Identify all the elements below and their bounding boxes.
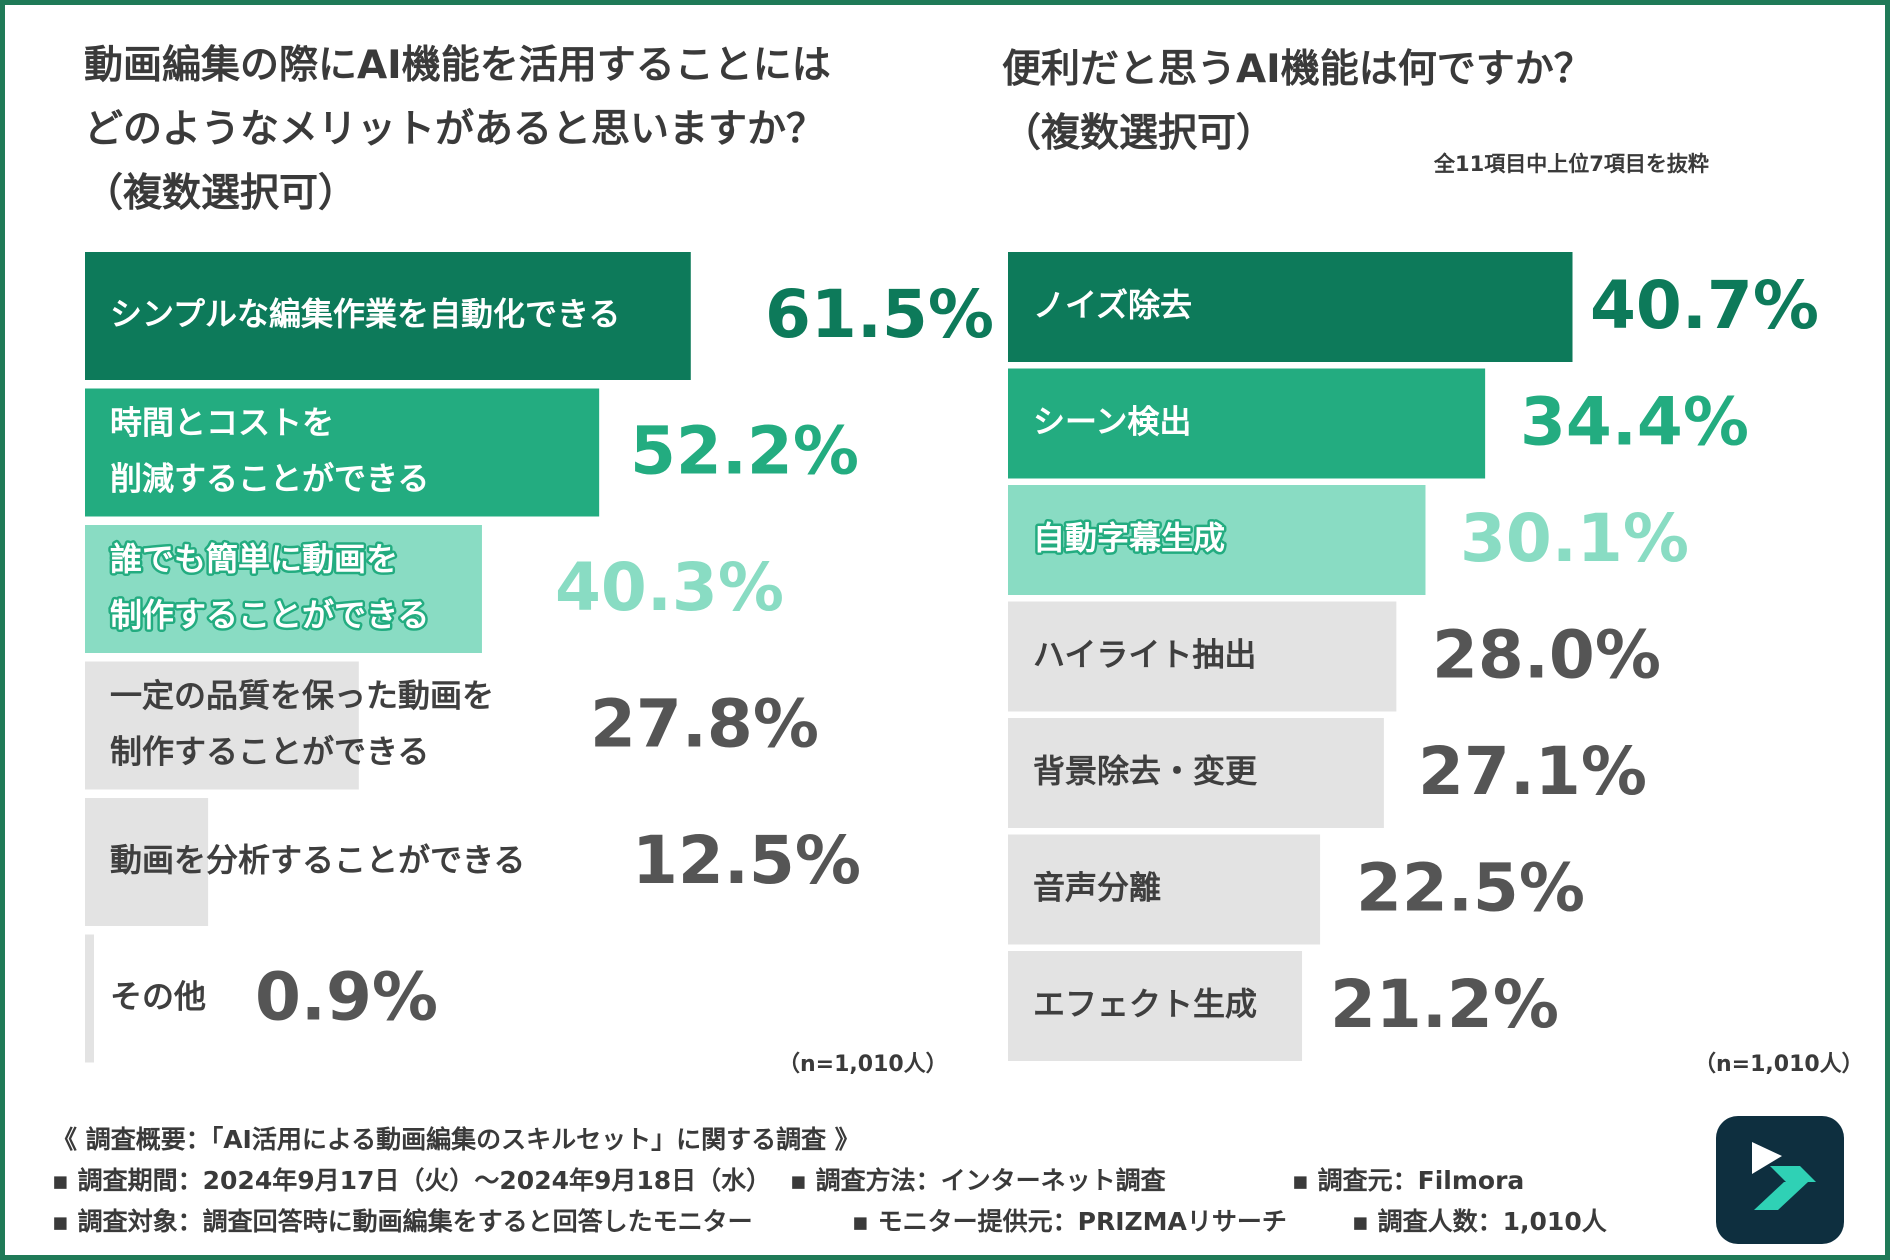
bar-category-label: シンプルな編集作業を自動化できる xyxy=(110,295,620,333)
bar xyxy=(85,661,359,790)
right-sample-note: （n=1,010人） xyxy=(1694,1052,1864,1077)
survey-source: ▪ 調査元：Filmora xyxy=(1292,1166,1525,1195)
bar-category-label: 動画を分析することができる xyxy=(110,841,525,879)
survey-count: ▪ 調査人数：1,010人 xyxy=(1352,1207,1607,1236)
bar-category-label: 削減することができる xyxy=(110,460,429,498)
right-title-line-2: （複数選択可） xyxy=(1002,111,1276,156)
bar xyxy=(85,525,482,653)
survey-heading: 《 調査概要：「AI活用による動画編集のスキルセット」に関する調査 》 xyxy=(52,1125,860,1154)
bar-group: その他 0.9% xyxy=(85,934,438,1063)
survey-method: ▪ 調査方法：インターネット調査 xyxy=(790,1166,1166,1195)
survey-monitor: ▪ モニター提供元：PRIZMAリサーチ xyxy=(852,1207,1287,1236)
survey-target: ▪ 調査対象：調査回答時に動画編集をすると回答したモニター xyxy=(52,1207,753,1236)
left-title-line-1: 動画編集の際にAI機能を活用することには xyxy=(84,43,831,88)
filmora-logo-icon xyxy=(1752,1142,1816,1210)
bar-category-label: その他 xyxy=(110,978,206,1016)
bar-category-label: 一定の品質を保った動画を xyxy=(110,677,494,715)
bar-value-label: 40.3% xyxy=(555,549,784,626)
left-title-line-2: どのようなメリットがあると思いますか？ xyxy=(84,107,826,152)
bar-group: 動画を分析することができる 12.5% xyxy=(85,798,861,926)
bar-value-label: 12.5% xyxy=(632,822,861,899)
left-sample-note: （n=1,010人） xyxy=(778,1052,948,1077)
left-title-line-3: （複数選択可） xyxy=(84,171,358,216)
bar xyxy=(85,934,94,1063)
bar-value-label: 27.8% xyxy=(590,686,819,763)
bar-value-label: 52.2% xyxy=(630,413,859,490)
right-chart-title: 便利だと思うAI機能は何ですか？ （複数選択可） xyxy=(1002,38,1593,166)
survey-row-2: ▪ 調査対象：調査回答時に動画編集をすると回答したモニター ▪ モニター提供元：… xyxy=(52,1202,1612,1243)
filmora-logo xyxy=(1716,1116,1844,1244)
survey-overview: 《 調査概要：「AI活用による動画編集のスキルセット」に関する調査 》 ▪ 調査… xyxy=(52,1120,1612,1243)
survey-row-1: ▪ 調査期間：2024年9月17日（火）～2024年9月18日（水） ▪ 調査方… xyxy=(52,1161,1612,1202)
bar xyxy=(85,798,209,926)
left-chart-title: 動画編集の際にAI機能を活用することには どのようなメリットがあると思いますか？… xyxy=(84,34,831,226)
right-title-line-1: 便利だと思うAI機能は何ですか？ xyxy=(1002,47,1593,92)
bar-category-label: 時間とコストを xyxy=(110,404,334,442)
bar-group: シンプルな編集作業を自動化できる 61.5% xyxy=(85,252,994,380)
right-chart-subtitle: 全11項目中上位7項目を抜粋 xyxy=(1434,152,1709,176)
bar xyxy=(85,388,600,517)
bar-value-label: 61.5% xyxy=(765,276,994,353)
bar-value-label: 0.9% xyxy=(255,959,438,1036)
bar xyxy=(85,252,691,380)
bar-category-label: 制作することができる xyxy=(110,596,429,634)
bar-category-label: 制作することができる xyxy=(110,733,429,771)
survey-heading-row: 《 調査概要：「AI活用による動画編集のスキルセット」に関する調査 》 xyxy=(52,1120,1612,1161)
survey-period: ▪ 調査期間：2024年9月17日（火）～2024年9月18日（水） xyxy=(52,1166,772,1195)
bar-category-label: 誰でも簡単に動画を xyxy=(110,540,398,578)
